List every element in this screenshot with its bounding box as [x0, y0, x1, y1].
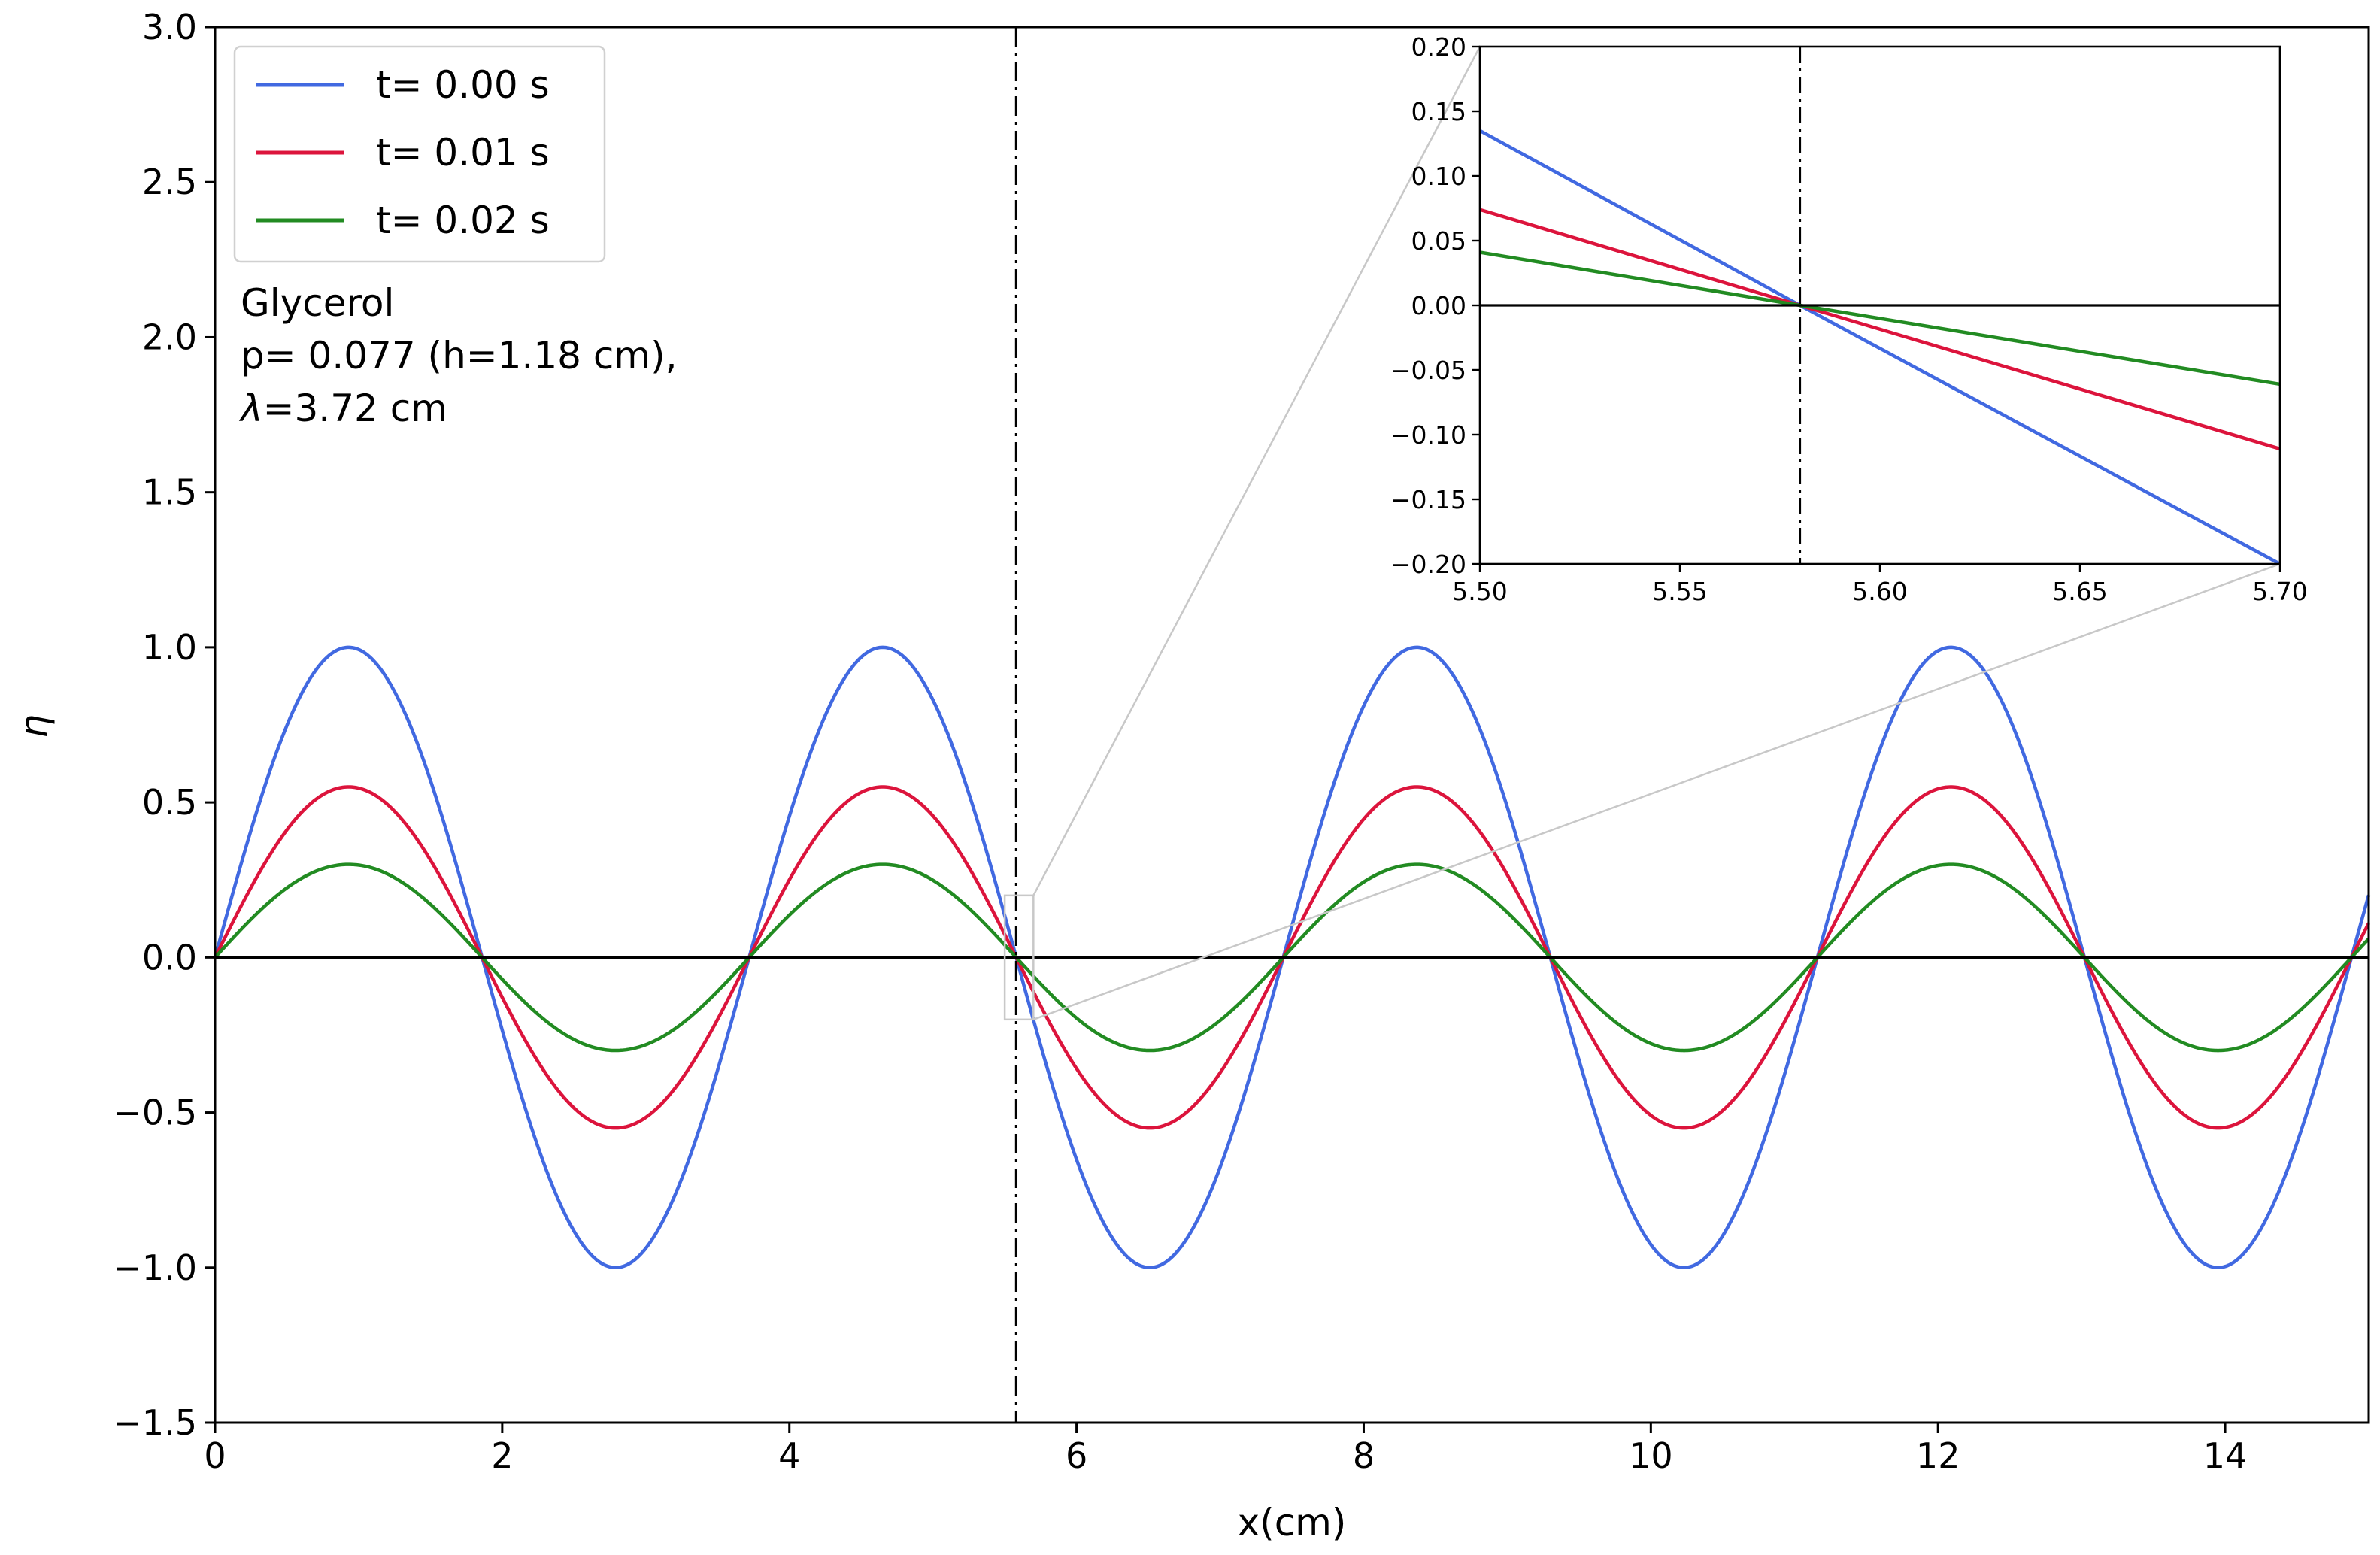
series-line-2: [214, 862, 2370, 1053]
annotation-line-2: p= 0.077 (h=1.18 cm),: [241, 334, 677, 377]
main-axes: 0 2 4 6 8 10 12 14 −1.5 −1.0 −0.5 0.0 0.5 1.0 1.5 2.0 2.…: [113, 7, 2371, 1476]
x-tick-label: 0: [204, 1435, 226, 1476]
inset-y-tick-label: 0.00: [1411, 291, 1466, 320]
y-tick-label: 0.5: [142, 782, 197, 823]
legend: t= 0.00 s t= 0.01 s t= 0.02 s: [233, 45, 606, 263]
y-tick-label: 1.5: [142, 472, 197, 513]
inset-y-tick-label: −0.05: [1390, 356, 1466, 385]
inset-axes: 5.50 5.55 5.60 5.65 5.70 −0.20 −0.15 −0.10 −0.05…: [1390, 32, 2308, 606]
y-tick-label: 0.0: [142, 937, 197, 978]
legend-box: [233, 45, 606, 263]
annotation-line-3: λ=3.72 cm: [238, 386, 447, 430]
x-tick-label: 2: [491, 1435, 513, 1476]
y-tick-label: 2.5: [142, 162, 197, 202]
x-axis-label: x(cm): [1238, 1501, 1347, 1544]
inset-y-tick-label: −0.10: [1390, 420, 1466, 450]
zoom-box: [1003, 894, 1035, 1021]
inset-y-tick-label: 0.05: [1411, 226, 1466, 256]
inset-y-tick-label: 0.10: [1411, 162, 1466, 191]
inset-x-tick-label: 5.55: [1652, 577, 1707, 606]
inset-y-tick-label: −0.20: [1390, 550, 1466, 579]
lambda-symbol: λ: [238, 386, 263, 430]
annotation: Glycerol p= 0.077 (h=1.18 cm), λ=3.72 cm: [238, 281, 677, 430]
zoom-connector-lower: [1032, 562, 2281, 1020]
x-tick-label: 10: [1629, 1435, 1673, 1476]
x-tick-label: 14: [2203, 1435, 2248, 1476]
x-tick-label: 12: [1916, 1435, 1960, 1476]
wavelength-value: =3.72 cm: [263, 386, 447, 430]
inset-y-tick-label: 0.15: [1411, 97, 1466, 126]
legend-label: t= 0.00 s: [376, 63, 550, 107]
annotation-line-1: Glycerol: [241, 281, 394, 325]
y-tick-label: 2.0: [142, 317, 197, 357]
y-tick-label: −1.0: [113, 1247, 197, 1288]
zoom-connector-upper: [1032, 46, 1481, 896]
series-line-1: [213, 785, 2371, 1130]
main-axes-frame: [214, 26, 2370, 1424]
zoom-connector-lines: [1032, 46, 2281, 1020]
y-tick-label: −0.5: [113, 1093, 197, 1133]
legend-label: t= 0.02 s: [376, 199, 550, 242]
y-axis-label: η: [12, 714, 56, 738]
x-tick-label: 6: [1066, 1435, 1087, 1476]
inset-x-tick-label: 5.65: [2052, 577, 2107, 606]
y-tick-label: 1.0: [142, 627, 197, 668]
inset-y-tick-label: 0.20: [1411, 32, 1466, 62]
series-line-0: [213, 645, 2371, 1270]
inset-y-tick-label: −0.15: [1390, 485, 1466, 514]
legend-label: t= 0.01 s: [376, 131, 550, 174]
x-tick-label: 8: [1353, 1435, 1375, 1476]
x-tick-label: 4: [778, 1435, 800, 1476]
inset-x-tick-label: 5.70: [2252, 577, 2307, 606]
y-tick-label: 3.0: [142, 7, 197, 47]
inset-x-tick-label: 5.60: [1852, 577, 1907, 606]
y-tick-label: −1.5: [113, 1402, 197, 1443]
inset-x-tick-label: 5.50: [1452, 577, 1507, 606]
